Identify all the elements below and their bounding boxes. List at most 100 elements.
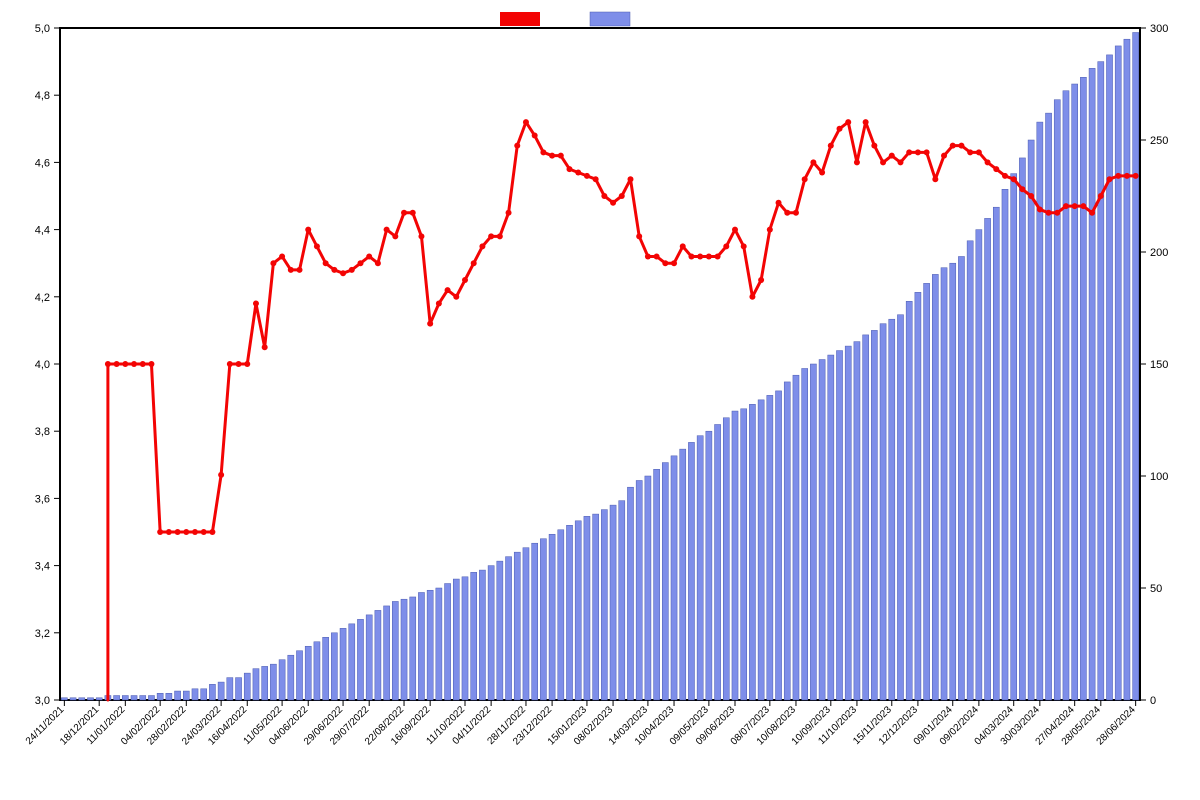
line-marker: [593, 176, 599, 182]
bar: [601, 510, 607, 700]
line-marker: [810, 159, 816, 165]
line-marker: [122, 361, 128, 367]
bar: [1002, 189, 1008, 700]
y-left-tick-label: 3,2: [35, 628, 50, 640]
bar: [410, 597, 416, 700]
bar: [793, 375, 799, 700]
line-marker: [427, 321, 433, 327]
y-left-tick-label: 4,8: [35, 90, 50, 102]
line-marker: [323, 260, 329, 266]
bar: [166, 693, 172, 700]
line-marker: [1133, 173, 1139, 179]
line-marker: [471, 260, 477, 266]
line-marker: [749, 294, 755, 300]
line-marker: [741, 243, 747, 249]
bar: [514, 552, 520, 700]
bar: [375, 610, 381, 700]
bar: [262, 666, 268, 700]
line-marker: [105, 361, 111, 367]
bar: [1106, 55, 1112, 700]
bar: [897, 315, 903, 700]
y-left-tick-label: 4,2: [35, 292, 50, 304]
bar: [871, 330, 877, 700]
line-marker: [270, 260, 276, 266]
line-marker: [244, 361, 250, 367]
line-marker: [924, 149, 930, 155]
bar: [619, 501, 625, 700]
line-marker: [262, 344, 268, 350]
bar: [401, 599, 407, 700]
bar: [1115, 46, 1121, 700]
line-marker: [479, 243, 485, 249]
line-marker: [897, 159, 903, 165]
bar: [453, 579, 459, 700]
bar: [462, 577, 468, 700]
legend-swatch-bar: [590, 12, 630, 26]
bar: [575, 521, 581, 700]
bar: [593, 514, 599, 700]
line-marker: [1124, 173, 1130, 179]
y-left-tick-label: 3,6: [35, 493, 50, 505]
line-marker: [967, 149, 973, 155]
bar: [950, 263, 956, 700]
line-marker: [140, 361, 146, 367]
bar: [1046, 113, 1052, 700]
bar: [1054, 100, 1060, 700]
line-marker: [549, 153, 555, 159]
line-marker: [1011, 176, 1017, 182]
line-marker: [854, 159, 860, 165]
bar: [967, 241, 973, 700]
y-right-tick-label: 100: [1150, 471, 1168, 483]
line-marker: [610, 200, 616, 206]
line-marker: [175, 529, 181, 535]
line-marker: [392, 233, 398, 239]
bar: [688, 442, 694, 700]
line-marker: [506, 210, 512, 216]
bar: [244, 673, 250, 700]
line-marker: [715, 253, 721, 259]
bar: [340, 628, 346, 700]
line-marker: [662, 260, 668, 266]
line-marker: [680, 243, 686, 249]
line-marker: [236, 361, 242, 367]
bar: [958, 256, 964, 700]
line-marker: [985, 159, 991, 165]
line-marker: [279, 253, 285, 259]
line-marker: [654, 253, 660, 259]
bar: [845, 346, 851, 700]
bar: [680, 449, 686, 700]
line-marker: [932, 176, 938, 182]
bar: [889, 319, 895, 700]
bar: [924, 283, 930, 700]
bar: [863, 335, 869, 700]
bar: [880, 324, 886, 700]
line-marker: [514, 143, 520, 149]
bar: [758, 400, 764, 700]
line-marker: [166, 529, 172, 535]
line-marker: [375, 260, 381, 266]
line-marker: [845, 119, 851, 125]
y-left-tick-label: 3,8: [35, 426, 50, 438]
y-right-tick-label: 50: [1150, 583, 1162, 595]
bar: [87, 698, 93, 700]
line-marker: [1080, 203, 1086, 209]
bar: [227, 678, 233, 700]
bar: [140, 696, 146, 700]
line-marker: [871, 143, 877, 149]
line-marker: [340, 270, 346, 276]
line-marker: [584, 173, 590, 179]
y-right-tick-label: 150: [1150, 359, 1168, 371]
line-marker: [906, 149, 912, 155]
line-marker: [976, 149, 982, 155]
bar: [479, 570, 485, 700]
line-marker: [157, 529, 163, 535]
line-marker: [1046, 210, 1052, 216]
bar: [445, 584, 451, 700]
bar: [471, 572, 477, 700]
y-right-tick-label: 250: [1150, 135, 1168, 147]
bar: [810, 364, 816, 700]
bar: [148, 696, 154, 700]
bar: [697, 436, 703, 700]
line-marker: [1115, 173, 1121, 179]
line-marker: [1098, 193, 1104, 199]
